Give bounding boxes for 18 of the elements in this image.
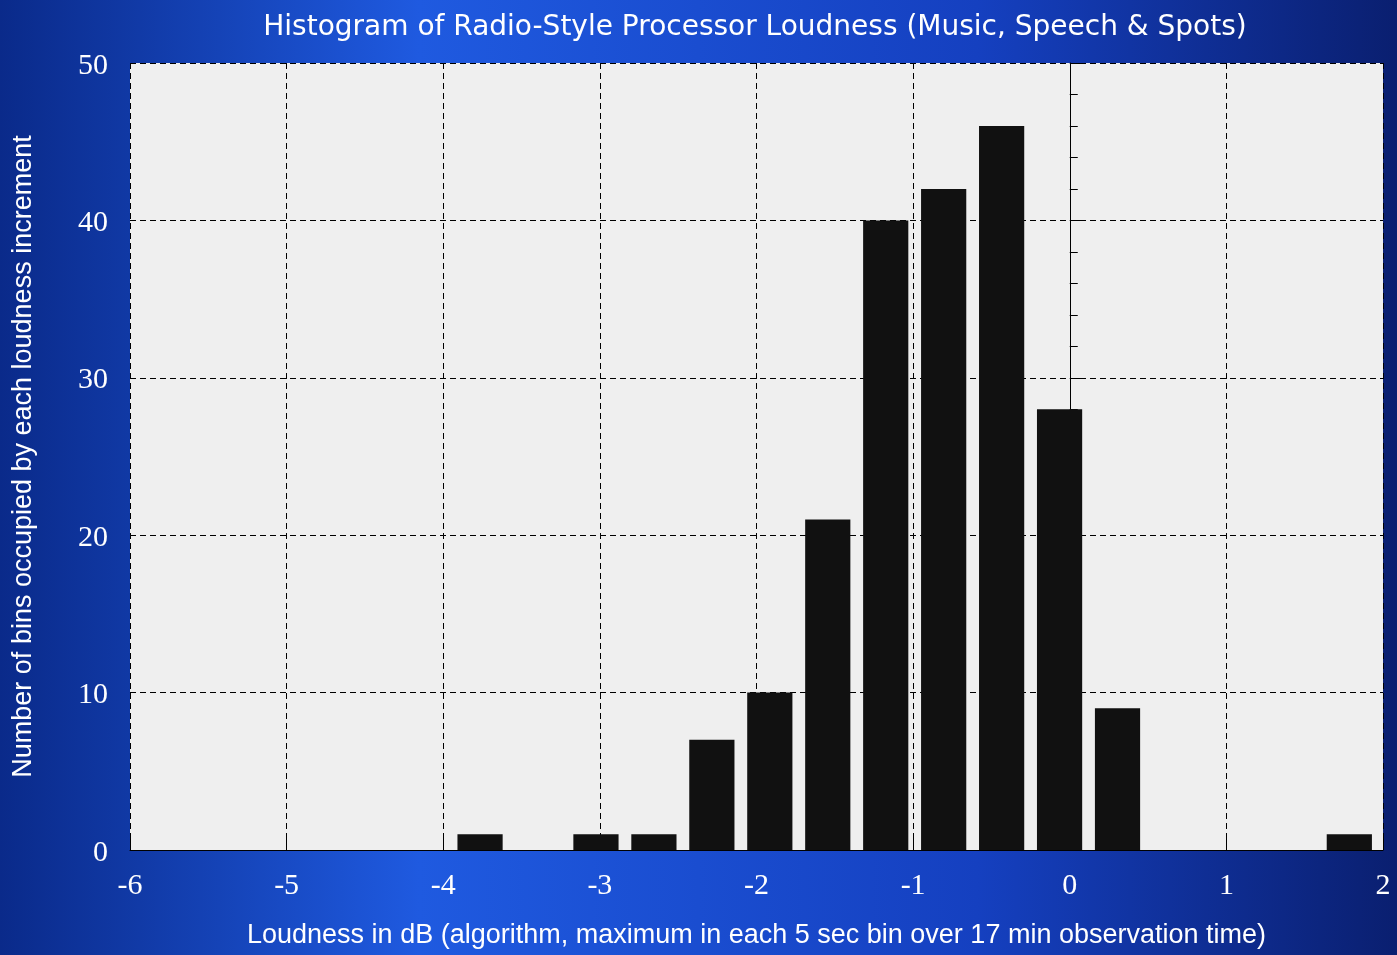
y-tick-label: 0	[93, 833, 108, 867]
y-tick-label: 40	[78, 203, 108, 237]
y-tick-label: 30	[78, 361, 108, 395]
x-tick-label: 1	[1218, 866, 1234, 900]
x-tick-label: -2	[744, 866, 769, 900]
x-tick-label: -5	[274, 866, 300, 900]
x-tick-label: -4	[430, 866, 456, 900]
x-tick-label: 2	[1375, 866, 1391, 900]
x-axis-title: Loudness in dB (algorithm, maximum in each 5 sec bin over 17 min observation time)	[247, 918, 1266, 949]
y-axis-title: Number of bins occupied by each loudness increment	[6, 134, 37, 778]
y-tick-label: 50	[78, 46, 108, 80]
x-tick-label: -1	[900, 866, 926, 900]
y-tick-label: 10	[78, 676, 108, 710]
x-tick-label: -3	[587, 866, 613, 900]
x-tick-label: -6	[117, 866, 143, 900]
chart-title: Histogram of Radio-Style Processor Loudness (Music, Speech & Spots)	[263, 8, 1247, 42]
y-tick-label: 20	[78, 518, 108, 552]
x-tick-label: 0	[1062, 866, 1078, 900]
